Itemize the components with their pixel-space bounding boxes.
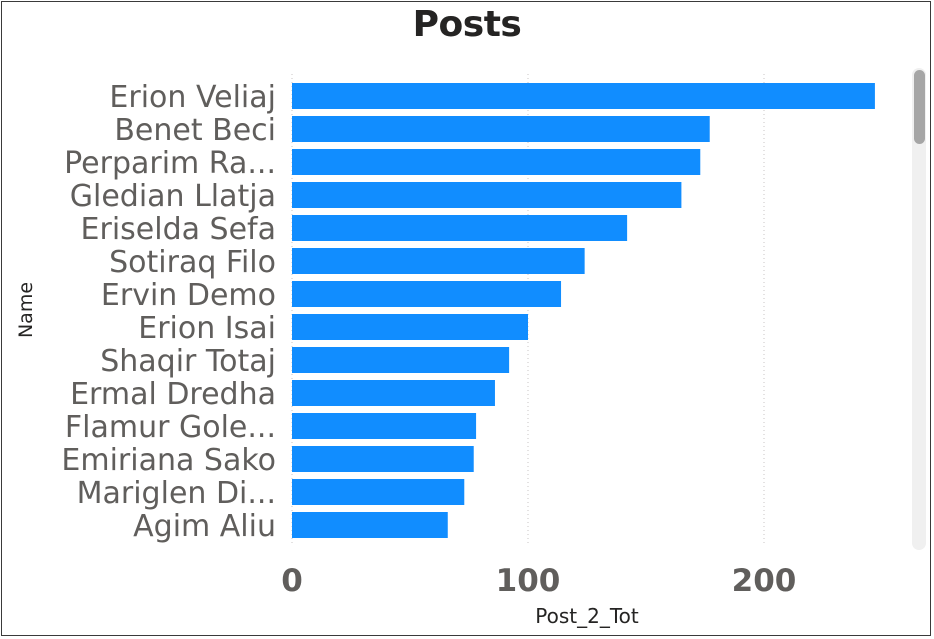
category-label: Erion Isai — [138, 311, 276, 346]
bar[interactable] — [292, 479, 465, 505]
category-label: Shaqir Totaj — [100, 344, 276, 379]
bar[interactable] — [292, 215, 628, 241]
category-label: Flamur Gole... — [65, 410, 276, 445]
category-label: Ermal Dredha — [70, 377, 276, 412]
scrollbar-track[interactable] — [912, 68, 926, 550]
scrollbar-thumb[interactable] — [914, 70, 925, 144]
bar[interactable] — [292, 314, 528, 340]
x-tick-label: 100 — [496, 563, 561, 599]
bar[interactable] — [292, 347, 510, 373]
bar[interactable] — [292, 248, 585, 274]
category-label: Agim Aliu — [133, 509, 276, 544]
bar[interactable] — [292, 446, 474, 472]
bar[interactable] — [292, 512, 448, 538]
category-label: Mariglen Di... — [77, 476, 276, 511]
category-label: Emiriana Sako — [61, 443, 276, 478]
bar[interactable] — [292, 182, 682, 208]
bar[interactable] — [292, 380, 495, 406]
category-label: Ervin Demo — [101, 278, 276, 313]
bar[interactable] — [292, 149, 701, 175]
category-label: Gledian Llatja — [70, 179, 276, 214]
x-tick-label: 0 — [281, 563, 303, 599]
category-label: Perparim Ra... — [64, 146, 276, 181]
category-label: Sotiraq Filo — [109, 245, 276, 280]
bar[interactable] — [292, 83, 875, 109]
bar[interactable] — [292, 413, 477, 439]
bar[interactable] — [292, 116, 710, 142]
bar[interactable] — [292, 281, 562, 307]
category-label: Benet Beci — [114, 113, 276, 148]
category-label: Eriselda Sefa — [81, 212, 276, 247]
x-axis-title: Post_2_Tot — [535, 604, 639, 628]
chart-title: Posts — [412, 4, 522, 45]
x-tick-label: 200 — [732, 563, 797, 599]
category-label: Erion Veliaj — [109, 80, 276, 115]
